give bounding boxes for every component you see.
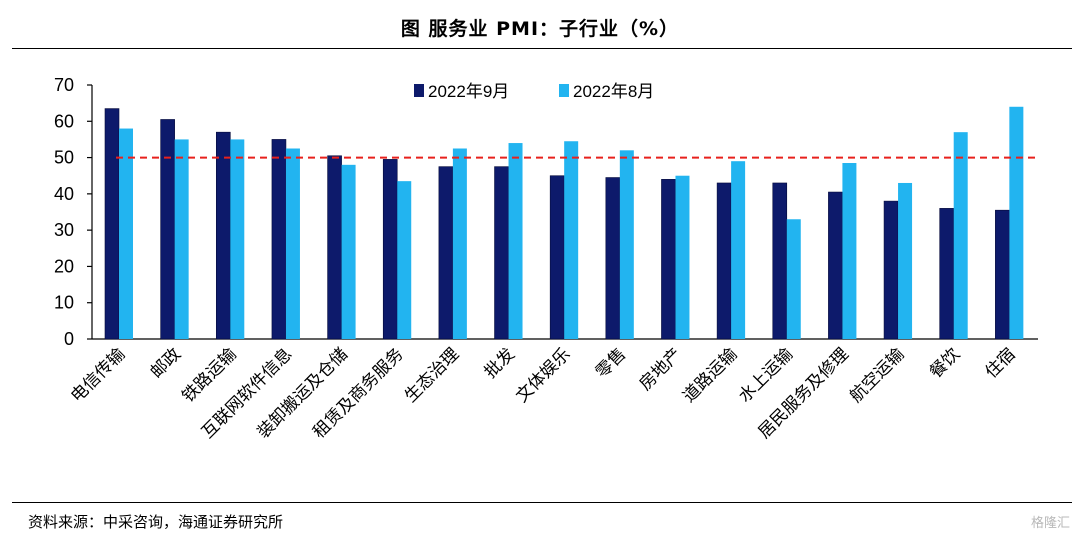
bar-sep-15 <box>939 208 955 340</box>
bars-layer <box>104 106 1024 340</box>
y-tick-label: 10 <box>54 293 74 313</box>
y-tick-label: 20 <box>54 256 74 276</box>
bar-aug-7 <box>508 143 523 339</box>
bar-sep-11 <box>716 182 732 340</box>
bar-sep-0 <box>104 108 120 340</box>
category-label: 房地产 <box>636 344 686 394</box>
category-label: 电信传输 <box>67 344 129 406</box>
bar-aug-5 <box>397 181 412 339</box>
legend-label-1: 2022年8月 <box>573 82 654 101</box>
bar-sep-5 <box>382 159 398 340</box>
bar-sep-10 <box>661 179 676 340</box>
axis-layer: 0 10 20 30 40 50 60 70 <box>54 75 1038 349</box>
bar-aug-0 <box>119 128 133 339</box>
y-tick-label: 70 <box>54 75 74 95</box>
category-label: 批发 <box>481 344 519 382</box>
bar-sep-12 <box>772 182 788 340</box>
top-rule <box>12 48 1072 49</box>
bar-chart: 0 10 20 30 40 50 60 70 2022年9月 2022年8月 电信传输 邮政铁路运… <box>54 75 1038 443</box>
category-label: 道路运输 <box>679 344 741 406</box>
bar-aug-8 <box>564 141 579 339</box>
bar-sep-3 <box>271 139 287 340</box>
bottom-rule <box>12 502 1072 503</box>
bar-sep-8 <box>549 175 565 340</box>
legend: 2022年9月 2022年8月 <box>414 82 654 101</box>
category-label: 邮政 <box>147 344 185 382</box>
bar-sep-1 <box>160 119 175 340</box>
legend-swatch-1 <box>559 84 569 97</box>
bar-sep-2 <box>215 131 231 340</box>
bar-aug-1 <box>174 139 189 339</box>
category-label: 零售 <box>592 344 630 382</box>
bar-aug-4 <box>341 164 356 339</box>
bar-aug-16 <box>1009 106 1024 340</box>
bar-aug-11 <box>731 161 746 339</box>
bar-sep-13 <box>828 191 843 340</box>
bar-aug-2 <box>230 139 245 339</box>
bar-sep-6 <box>438 166 454 340</box>
watermark: 格隆汇 <box>1030 516 1070 531</box>
bar-aug-13 <box>842 163 857 339</box>
y-tick-label: 60 <box>54 111 74 131</box>
y-tick-label: 0 <box>64 329 74 349</box>
category-label: 生态治理 <box>401 344 463 406</box>
bar-sep-16 <box>995 209 1010 340</box>
bar-aug-3 <box>285 148 300 339</box>
bar-aug-14 <box>898 182 913 339</box>
category-label: 餐饮 <box>926 344 964 382</box>
bar-sep-14 <box>883 200 899 340</box>
bar-aug-9 <box>619 150 634 339</box>
bar-sep-7 <box>494 166 509 340</box>
bar-sep-9 <box>605 177 621 340</box>
bar-aug-15 <box>953 132 968 339</box>
y-tick-label: 50 <box>54 148 74 168</box>
bar-sep-4 <box>327 155 342 340</box>
category-label: 住宿 <box>982 344 1020 382</box>
bar-aug-12 <box>786 219 801 339</box>
legend-swatch-0 <box>414 84 424 97</box>
source-note: 资料来源：中采咨询，海通证券研究所 <box>28 513 284 531</box>
y-tick-label: 40 <box>54 184 74 204</box>
bar-aug-10 <box>675 175 690 339</box>
bar-aug-6 <box>452 148 467 339</box>
y-tick-label: 30 <box>54 220 74 240</box>
category-label: 文体娱乐 <box>512 344 574 406</box>
category-label: 航空运输 <box>846 344 908 406</box>
chart-title: 图 服务业 PMI：子行业（%） <box>400 18 680 40</box>
legend-label-0: 2022年9月 <box>428 82 509 101</box>
